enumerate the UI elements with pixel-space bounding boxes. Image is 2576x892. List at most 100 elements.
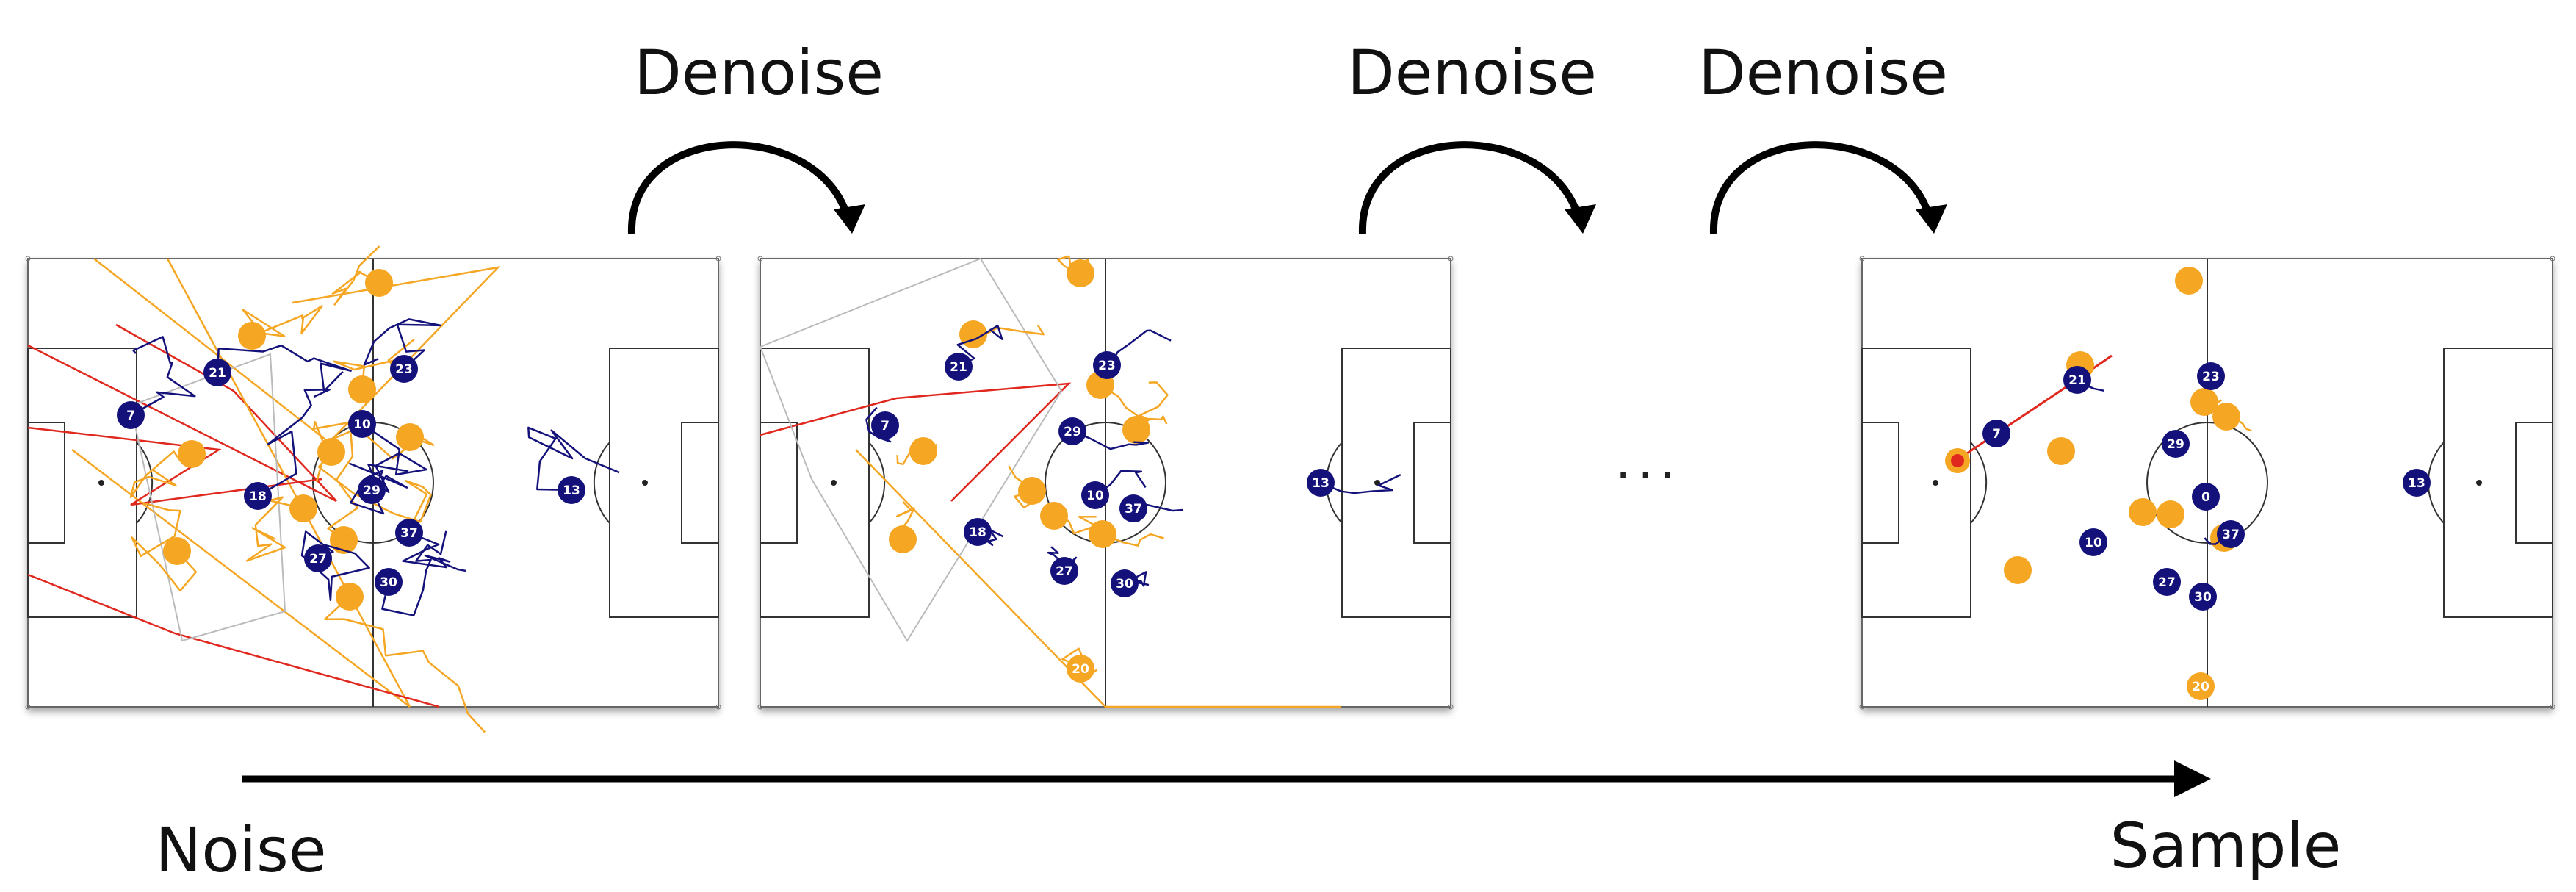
denoise-arrowhead-2 <box>1565 204 1596 234</box>
home-player-number: 29 <box>1064 425 1081 439</box>
home-trail <box>216 344 352 392</box>
corner-mark <box>1859 704 1865 710</box>
home-trail <box>130 336 196 417</box>
away-player-dot <box>2190 388 2218 416</box>
home-player-dot <box>358 476 386 504</box>
home-player-dot <box>2197 362 2225 390</box>
noise-streak <box>27 573 440 708</box>
home-player-number: 23 <box>1098 359 1116 373</box>
away-player-dot <box>1067 655 1094 683</box>
denoise-arrowhead-1 <box>834 204 865 234</box>
away-trail <box>324 596 486 733</box>
away-player-number: 20 <box>1072 662 1089 677</box>
corner-mark <box>1448 704 1454 710</box>
away-player <box>348 375 376 403</box>
corner-mark <box>1448 256 1454 262</box>
home-player: 30 <box>375 568 403 596</box>
away-player <box>889 525 917 553</box>
away-trail <box>1136 381 1169 431</box>
home-player-dot <box>1119 494 1147 522</box>
home-player-dot <box>304 544 332 572</box>
home-trail <box>527 426 620 492</box>
home-player-dot <box>203 359 231 386</box>
away-player <box>1018 477 1046 505</box>
home-player: 27 <box>1050 557 1078 585</box>
home-player-number: 23 <box>2202 370 2220 384</box>
home-player-dot <box>2192 483 2220 511</box>
home-trail <box>1320 474 1401 494</box>
home-player: 13 <box>2403 469 2431 497</box>
away-player-dot <box>2047 437 2075 465</box>
home-player-number: 13 <box>563 483 580 498</box>
home-player-number: 21 <box>2068 373 2086 388</box>
denoise-arrowhead-3 <box>1916 204 1947 234</box>
home-player-dot <box>1093 351 1121 379</box>
home-player: 7 <box>1982 420 2010 447</box>
home-trail <box>1047 546 1078 572</box>
away-player-dot <box>330 526 358 554</box>
away-player-dot <box>1089 520 1116 548</box>
away-trail <box>1057 255 1091 275</box>
home-player: 10 <box>1081 481 1109 509</box>
home-player-dot <box>117 401 145 429</box>
home-player: 13 <box>558 476 585 504</box>
left-goal-box <box>27 422 65 544</box>
home-player-number: 13 <box>2408 476 2425 491</box>
away-player <box>2157 500 2184 528</box>
right-goal-box <box>1413 422 1451 544</box>
away-player <box>2175 267 2203 295</box>
away-player <box>1089 520 1116 548</box>
home-player-number: 30 <box>380 575 397 590</box>
away-player-dot <box>336 583 364 611</box>
home-player-dot <box>2153 568 2181 596</box>
away-player-dot <box>2157 500 2184 528</box>
corner-mark <box>2550 256 2555 262</box>
away-player-number: 20 <box>2192 680 2209 694</box>
pitch-noise: 21 23 7 18 10 37 27 30 13 29 <box>25 245 721 733</box>
home-player-number: 0 <box>2201 490 2210 505</box>
away-player-dot <box>396 423 424 451</box>
denoise-label-1: Denoise <box>634 37 884 109</box>
denoise-label-2: Denoise <box>1347 37 1597 109</box>
home-trail <box>300 530 370 601</box>
denoise-arrow-2 <box>1358 141 1583 234</box>
home-trail <box>402 531 466 572</box>
home-trail <box>257 389 331 497</box>
home-player-dot <box>395 519 423 547</box>
ball-trajectory <box>855 449 1341 708</box>
away-player <box>178 440 206 468</box>
away-trail <box>1102 533 1165 547</box>
away-player <box>336 583 364 611</box>
corner-mark <box>2550 704 2555 710</box>
home-player-dot <box>1058 417 1086 445</box>
home-player: 27 <box>304 544 332 572</box>
away-player-dot <box>289 494 317 522</box>
home-player-dot <box>2189 583 2217 611</box>
away-player <box>2047 437 2075 465</box>
home-player-number: 13 <box>1312 476 1330 491</box>
home-player-dot <box>375 568 403 596</box>
home-player-number: 23 <box>395 362 413 377</box>
away-player-dot <box>365 269 393 297</box>
away-player-dot <box>889 525 917 553</box>
home-player: 10 <box>2079 528 2107 556</box>
home-player-number: 7 <box>881 419 890 434</box>
home-player-dot <box>964 518 992 546</box>
home-player: 18 <box>244 482 272 510</box>
home-player-number: 18 <box>969 525 986 540</box>
corner-mark <box>25 704 31 710</box>
away-player: 20 <box>1067 655 1094 683</box>
home-trail <box>956 324 1003 368</box>
away-player <box>1067 259 1094 287</box>
home-player-number: 10 <box>353 417 371 432</box>
home-trail <box>1072 430 1150 450</box>
home-player-dot <box>1307 469 1335 497</box>
right-penalty-spot <box>1374 480 1380 486</box>
home-trail <box>363 318 441 370</box>
left-goal-box <box>760 422 798 544</box>
home-player: 13 <box>1307 469 1335 497</box>
home-player: 29 <box>2162 430 2190 458</box>
corner-mark <box>757 256 763 262</box>
home-player: 30 <box>2189 583 2217 611</box>
away-player-dot <box>1122 416 1150 444</box>
